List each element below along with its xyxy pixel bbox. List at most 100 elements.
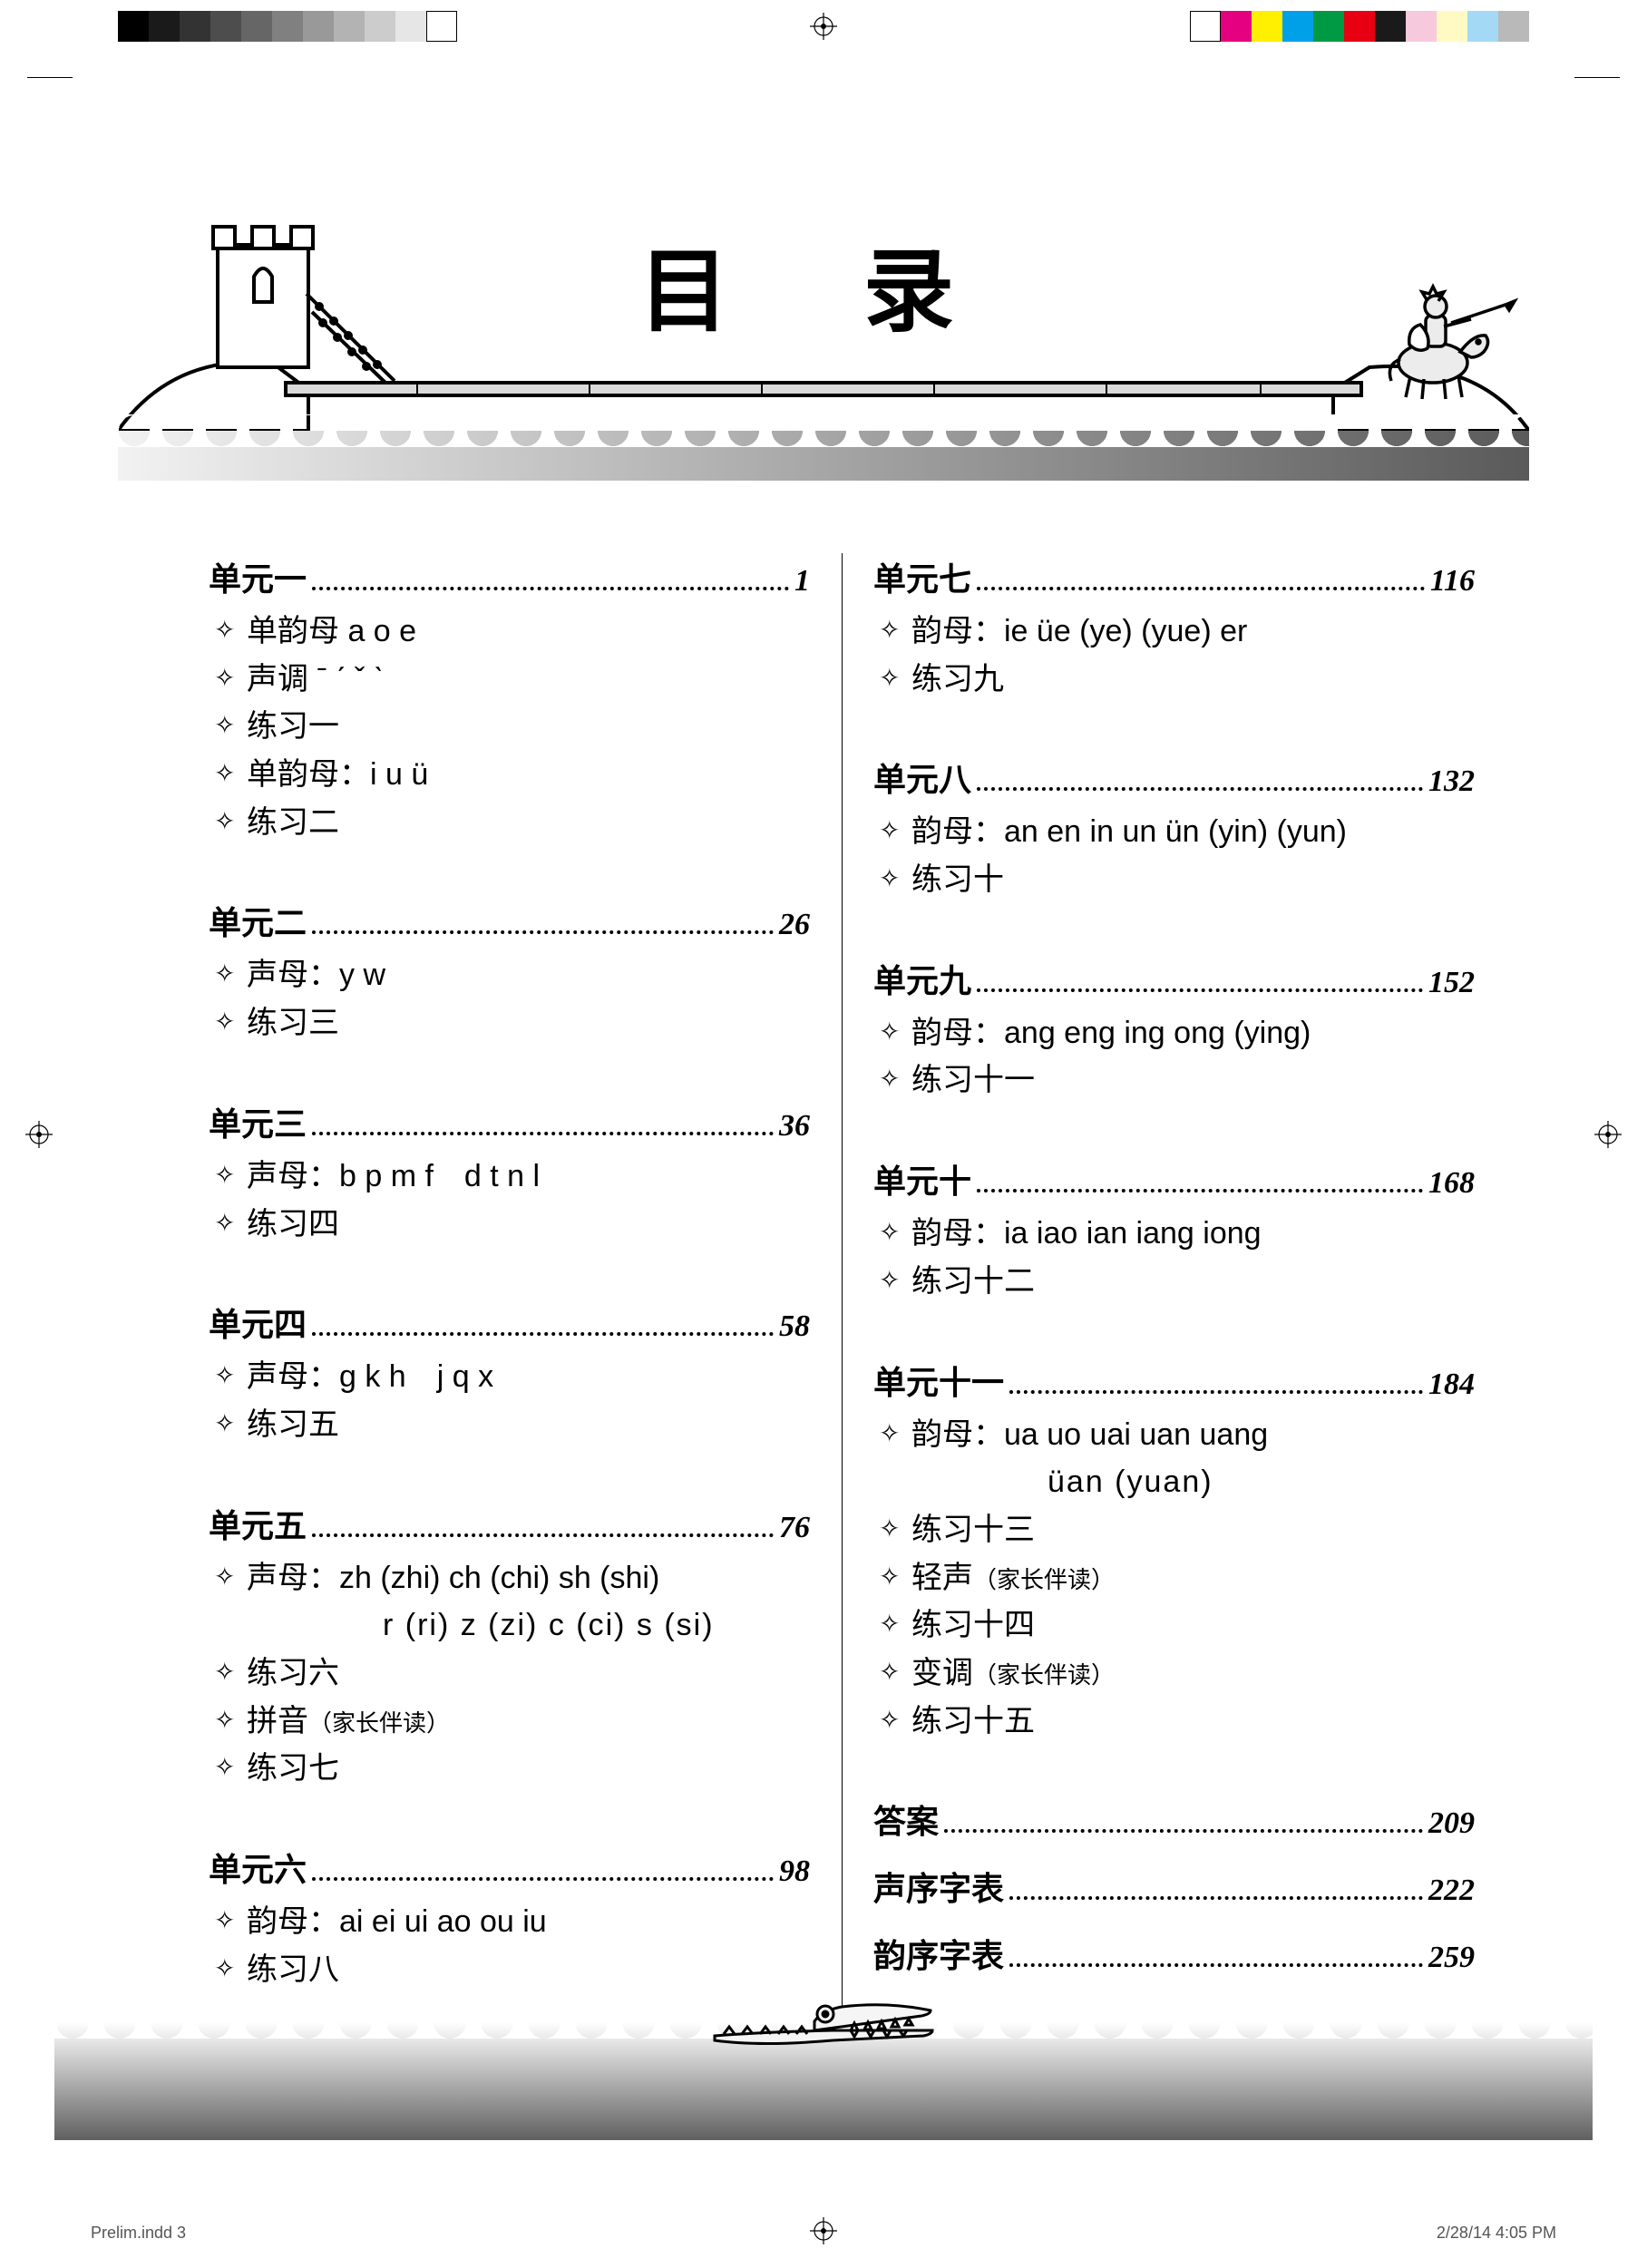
toc-appendix-row: 答案209 [873, 1796, 1475, 1843]
diamond-bullet-icon: ✧ [879, 1258, 911, 1303]
toc-unit-heading: 单元一1 [209, 553, 810, 600]
toc-page-number: 132 [1428, 764, 1475, 799]
toc-leader-dots [977, 969, 1423, 992]
toc-item: ✧练习一 [209, 703, 810, 751]
toc-item-text: 练习三 [247, 999, 810, 1047]
diamond-bullet-icon: ✧ [879, 1056, 911, 1102]
toc-item-text: 声母：y w [247, 951, 810, 999]
page-title: 目 录 [638, 218, 1009, 349]
diamond-bullet-icon: ✧ [214, 703, 247, 748]
toc-item: ✧声母：g k h j q x [209, 1353, 810, 1401]
toc-unit: 单元十168✧韵母：ia iao ian iang iong✧练习十二 [873, 1155, 1475, 1305]
toc-item-text: 韵母：ia iao ian iang iong [911, 1210, 1475, 1258]
toc-item-text: 练习二 [247, 799, 810, 847]
header-illustration: 目 录 [118, 200, 1529, 481]
toc-item: ✧韵母：ai ei ui ao ou iu [209, 1898, 810, 1946]
toc-item: ✧声母：zh (zhi) ch (chi) sh (shi)r (ri) z (… [209, 1554, 810, 1650]
diamond-bullet-icon: ✧ [879, 1411, 911, 1456]
toc-item-text: 变调（家长伴读） [911, 1650, 1475, 1698]
swatch [303, 11, 334, 42]
toc-item: ✧单韵母：i u ü [209, 751, 810, 799]
toc-unit: 单元十一184✧韵母：ua uo uai uan uangüan (yuan)✧… [873, 1357, 1475, 1746]
toc-item-text: 单韵母 a o e [247, 608, 810, 656]
toc-item: ✧练习十 [873, 856, 1475, 904]
water-band-top [118, 431, 1529, 481]
diamond-bullet-icon: ✧ [879, 1650, 911, 1695]
toc-page-number: 58 [779, 1309, 810, 1344]
toc-item: ✧声母：b p m f d t n l [209, 1153, 810, 1201]
diamond-bullet-icon: ✧ [879, 1554, 911, 1600]
swatch [1313, 11, 1344, 42]
toc-item-text: 练习十三 [911, 1506, 1475, 1554]
toc-item: ✧练习二 [209, 799, 810, 847]
swatch [334, 11, 365, 42]
toc-unit: 单元四58✧声母：g k h j q x✧练习五 [209, 1299, 810, 1448]
toc-unit-name: 单元九 [873, 955, 971, 1002]
toc-item-text: 练习一 [247, 703, 810, 751]
toc-item-text: 声母：b p m f d t n l [247, 1153, 810, 1201]
toc-appendix: 答案209 声序字表222 韵序字表 259 [873, 1796, 1475, 1977]
toc-unit: 单元九152✧韵母：ang eng ing ong (ying)✧练习十一 [873, 955, 1475, 1105]
toc-leader-dots [312, 1113, 774, 1135]
toc-page-number: 26 [779, 908, 810, 942]
diamond-bullet-icon: ✧ [879, 656, 911, 701]
toc-unit-name: 单元四 [209, 1299, 307, 1346]
swatch [395, 11, 426, 42]
swatch [1221, 11, 1252, 42]
diamond-bullet-icon: ✧ [879, 1210, 911, 1255]
toc-appendix-row: 声序字表222 [873, 1863, 1475, 1910]
diamond-bullet-icon: ✧ [214, 951, 247, 997]
toc-item-text: 练习四 [247, 1201, 810, 1249]
diamond-bullet-icon: ✧ [214, 608, 247, 653]
swatch [365, 11, 395, 42]
swatch [1467, 11, 1498, 42]
registration-strip-left [118, 11, 457, 42]
print-slug: Prelim.indd 3 2/28/14 4:05 PM [91, 2224, 1556, 2243]
diamond-bullet-icon: ✧ [879, 608, 911, 653]
toc-leader-dots [312, 1858, 774, 1881]
toc-unit-heading: 单元四 58 [209, 1299, 810, 1346]
swatch [149, 11, 180, 42]
diamond-bullet-icon: ✧ [214, 1745, 247, 1790]
toc-appendix-name: 韵序字表 [873, 1930, 1004, 1977]
toc-unit-name: 单元一 [209, 553, 307, 600]
toc-unit-heading: 单元三36 [209, 1098, 810, 1145]
diamond-bullet-icon: ✧ [214, 1650, 247, 1695]
toc-item-text: 练习六 [247, 1650, 810, 1698]
toc-item-text: 练习十二 [911, 1258, 1475, 1306]
toc-page-number: 222 [1428, 1874, 1475, 1908]
swatch [1344, 11, 1375, 42]
toc-unit-name: 单元二 [209, 897, 307, 944]
toc-unit-name: 单元八 [873, 754, 971, 801]
toc-item-text-line2: r (ri) z (zi) c (ci) s (si) [247, 1601, 810, 1650]
diamond-bullet-icon: ✧ [214, 999, 247, 1045]
registration-mark-left-icon [25, 1121, 53, 1148]
toc-page-number: 259 [1428, 1941, 1475, 1975]
toc-leader-dots [312, 911, 774, 934]
toc-item: ✧练习九 [873, 656, 1475, 704]
toc-unit-name: 单元十一 [873, 1357, 1004, 1404]
toc-leader-dots [312, 1313, 774, 1336]
column-divider [842, 553, 843, 2053]
swatch [1437, 11, 1467, 42]
swatch [180, 11, 210, 42]
swatch [210, 11, 241, 42]
toc-item: ✧练习十三 [873, 1506, 1475, 1554]
toc-unit-heading: 单元九152 [873, 955, 1475, 1002]
swatch [241, 11, 272, 42]
toc-item: ✧练习十一 [873, 1056, 1475, 1105]
toc-item: ✧练习八 [209, 1946, 810, 1994]
toc-unit-name: 单元十 [873, 1155, 971, 1202]
diamond-bullet-icon: ✧ [214, 1554, 247, 1600]
page: 目 录 单元一1✧单韵母 a o e✧声调 ˉ ˊ ˇ ˋ✧练习一✧单韵母：i … [0, 0, 1647, 2268]
toc-column-left: 单元一1✧单韵母 a o e✧声调 ˉ ˊ ˇ ˋ✧练习一✧单韵母：i u ü✧… [209, 553, 810, 2044]
toc-item-text: 轻声（家长伴读） [911, 1554, 1475, 1602]
toc-item-text: 拼音（家长伴读） [247, 1698, 810, 1746]
crocodile-icon [706, 1991, 941, 2054]
swatch [1190, 11, 1221, 42]
diamond-bullet-icon: ✧ [214, 1401, 247, 1446]
toc-item: ✧练习十四 [873, 1601, 1475, 1650]
toc-unit-name: 单元五 [209, 1500, 307, 1547]
toc-item-text: 声母：zh (zhi) ch (chi) sh (shi)r (ri) z (z… [247, 1554, 810, 1650]
slug-timestamp: 2/28/14 4:05 PM [1437, 2224, 1556, 2243]
